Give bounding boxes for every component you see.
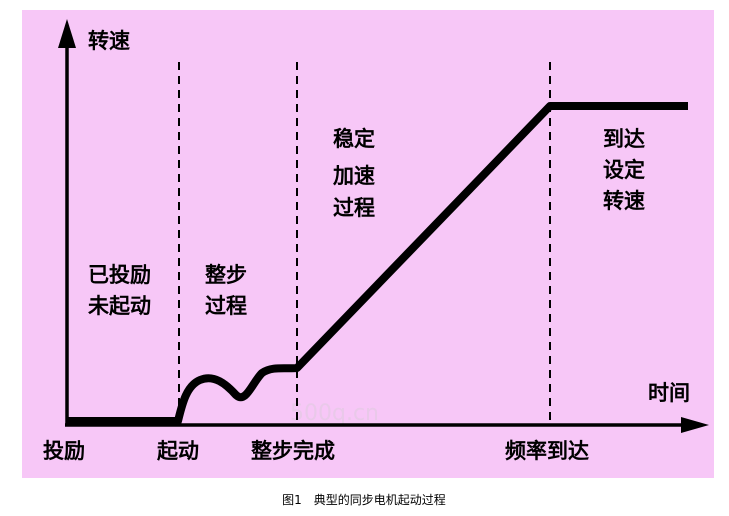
phase-stable-line-2: 加速 xyxy=(332,164,375,188)
phase-excited-line-2: 未起动 xyxy=(88,294,151,318)
phase-excited-line-1: 已投励 xyxy=(88,263,151,287)
phase-sync-line-2: 过程 xyxy=(205,294,247,318)
marker-start: 起动 xyxy=(156,439,199,463)
watermark: 500q.cn xyxy=(290,401,379,426)
diagram-panel xyxy=(22,10,714,478)
phase-stable-line-1: 稳定 xyxy=(333,127,375,151)
phase-reached-line-3: 转速 xyxy=(603,189,645,213)
phase-reached-line-1: 到达 xyxy=(603,127,645,151)
x-axis-arrowhead xyxy=(681,417,709,433)
phase-stable-line-3: 过程 xyxy=(333,196,375,220)
y-axis-arrowhead xyxy=(58,19,76,48)
phase-reached-line-2: 设定 xyxy=(603,158,645,182)
marker-excitation: 投励 xyxy=(43,439,85,463)
x-axis-label: 时间 xyxy=(648,381,690,405)
marker-sync-complete: 整步完成 xyxy=(251,439,335,463)
phase-sync-line-1: 整步 xyxy=(205,263,247,287)
speed-curve xyxy=(67,102,688,425)
marker-frequency-reached: 频率到达 xyxy=(505,439,589,463)
figure-caption: 图1 典型的同步电机起动过程 xyxy=(282,492,446,507)
y-axis-label: 转速 xyxy=(88,29,130,53)
